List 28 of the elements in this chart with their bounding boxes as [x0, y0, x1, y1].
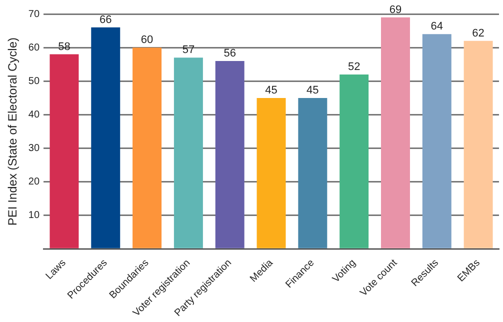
y-tick-label: 60: [28, 42, 40, 54]
data-label: 52: [348, 60, 360, 73]
bar: [256, 98, 286, 248]
y-tick-label: 10: [28, 210, 40, 222]
y-tick-label: 40: [28, 109, 40, 120]
bar: [132, 48, 162, 248]
data-label: 60: [140, 34, 154, 46]
y-tick-label: 50: [28, 76, 40, 87]
bar: [50, 54, 79, 248]
y-tick-label: 30: [28, 143, 40, 154]
bar: [380, 17, 410, 248]
bar: [422, 34, 452, 248]
data-label: 62: [472, 27, 484, 40]
y-tick-label: 70: [28, 8, 40, 20]
data-label: 45: [306, 84, 319, 96]
y-axis-title: PEI Index (State of Electoral Cycle): [6, 37, 20, 226]
data-label: 64: [430, 20, 444, 33]
bar: [464, 40, 493, 248]
data-label: 45: [265, 84, 278, 96]
data-label: 69: [389, 4, 402, 16]
y-tick-label: 20: [28, 176, 40, 188]
data-label: 56: [224, 48, 236, 60]
bar: [174, 58, 203, 248]
data-label: 66: [100, 14, 112, 26]
bar: [340, 74, 369, 248]
bar: [215, 61, 244, 248]
bar: [91, 27, 120, 248]
bar: [298, 98, 328, 248]
